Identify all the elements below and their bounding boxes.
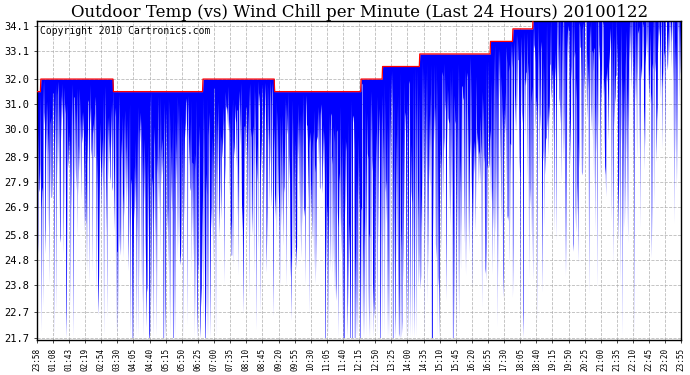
Text: Copyright 2010 Cartronics.com: Copyright 2010 Cartronics.com <box>40 26 210 36</box>
Title: Outdoor Temp (vs) Wind Chill per Minute (Last 24 Hours) 20100122: Outdoor Temp (vs) Wind Chill per Minute … <box>70 4 648 21</box>
